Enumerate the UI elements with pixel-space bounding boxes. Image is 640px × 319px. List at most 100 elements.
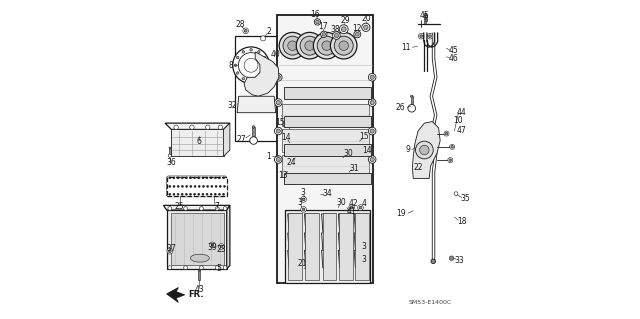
Polygon shape [354, 233, 368, 250]
Circle shape [293, 91, 296, 95]
Circle shape [431, 259, 435, 263]
Circle shape [449, 159, 452, 161]
Text: 23: 23 [216, 245, 226, 254]
Polygon shape [285, 210, 370, 284]
Text: 19: 19 [396, 209, 405, 219]
Circle shape [305, 267, 307, 269]
Circle shape [310, 273, 314, 277]
Circle shape [326, 91, 330, 95]
Circle shape [324, 175, 332, 182]
Circle shape [292, 246, 297, 250]
Circle shape [330, 33, 357, 59]
Circle shape [200, 266, 204, 270]
Polygon shape [277, 15, 373, 284]
Circle shape [339, 25, 348, 33]
Text: 21: 21 [298, 259, 307, 268]
Circle shape [167, 249, 173, 254]
Text: 4: 4 [362, 199, 367, 208]
Circle shape [253, 104, 255, 105]
Circle shape [314, 33, 340, 59]
Circle shape [364, 25, 368, 30]
Polygon shape [288, 233, 301, 250]
Circle shape [316, 20, 319, 24]
Text: 28: 28 [236, 20, 245, 29]
Circle shape [310, 177, 314, 180]
Circle shape [168, 207, 172, 211]
Circle shape [242, 78, 244, 80]
Circle shape [355, 32, 359, 36]
Circle shape [233, 47, 269, 84]
Text: 37: 37 [166, 243, 177, 253]
Polygon shape [305, 214, 319, 232]
Circle shape [324, 89, 332, 97]
Circle shape [223, 266, 227, 270]
Circle shape [283, 36, 302, 55]
Circle shape [427, 33, 433, 39]
Circle shape [265, 104, 267, 105]
Circle shape [275, 73, 282, 81]
Polygon shape [321, 233, 335, 250]
Circle shape [363, 258, 369, 263]
Polygon shape [237, 96, 276, 113]
Circle shape [321, 31, 327, 37]
Circle shape [184, 266, 188, 270]
Circle shape [236, 56, 239, 59]
Circle shape [342, 239, 348, 245]
Text: 1: 1 [266, 152, 271, 161]
Circle shape [359, 177, 363, 180]
Circle shape [356, 242, 368, 254]
Circle shape [168, 250, 172, 253]
Circle shape [210, 242, 215, 248]
Circle shape [220, 185, 221, 187]
Text: 36: 36 [166, 158, 177, 167]
Text: 47: 47 [457, 126, 467, 135]
Circle shape [220, 245, 223, 248]
Circle shape [308, 175, 316, 182]
Circle shape [308, 239, 315, 245]
Text: 3: 3 [362, 255, 367, 263]
Text: 40: 40 [271, 50, 280, 59]
Circle shape [301, 197, 307, 202]
FancyBboxPatch shape [166, 176, 227, 197]
Text: 16: 16 [310, 10, 320, 19]
Circle shape [186, 177, 188, 179]
Polygon shape [166, 287, 185, 302]
Circle shape [236, 72, 239, 74]
Circle shape [340, 242, 351, 254]
Polygon shape [355, 213, 369, 280]
Circle shape [425, 14, 427, 15]
Circle shape [344, 246, 348, 250]
Circle shape [344, 148, 347, 152]
Text: 34: 34 [322, 189, 332, 198]
Circle shape [314, 19, 321, 25]
Text: 27: 27 [237, 135, 246, 145]
Circle shape [364, 248, 367, 251]
Circle shape [349, 205, 355, 211]
Text: 32: 32 [227, 100, 237, 110]
Circle shape [200, 207, 204, 211]
Circle shape [293, 177, 296, 180]
Polygon shape [339, 250, 352, 268]
Polygon shape [305, 213, 319, 280]
Circle shape [359, 206, 362, 209]
Polygon shape [288, 214, 301, 232]
Circle shape [358, 205, 364, 211]
Circle shape [364, 259, 367, 262]
Circle shape [327, 273, 332, 277]
Circle shape [239, 104, 240, 105]
Circle shape [339, 41, 348, 50]
Text: 41: 41 [346, 207, 356, 216]
Circle shape [198, 269, 200, 271]
Circle shape [327, 246, 332, 250]
Circle shape [451, 145, 454, 148]
Circle shape [419, 33, 424, 39]
Polygon shape [354, 250, 368, 268]
Circle shape [342, 146, 349, 154]
Text: 3: 3 [300, 188, 305, 197]
Circle shape [415, 141, 433, 159]
Circle shape [357, 89, 365, 97]
Circle shape [308, 219, 315, 226]
Circle shape [276, 129, 280, 133]
Circle shape [344, 273, 348, 277]
Circle shape [189, 125, 194, 130]
